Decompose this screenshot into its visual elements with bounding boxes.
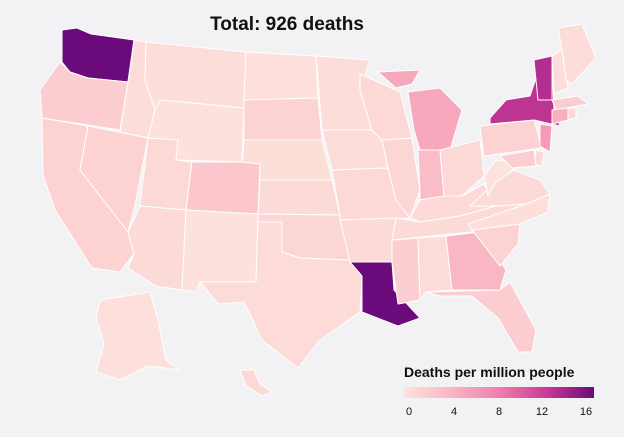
state-ar[interactable] bbox=[339, 217, 397, 263]
state-ct[interactable] bbox=[551, 107, 569, 125]
state-nd[interactable] bbox=[243, 51, 319, 101]
state-nm[interactable] bbox=[181, 209, 259, 293]
state-ri[interactable] bbox=[567, 107, 577, 121]
state-ks[interactable] bbox=[257, 179, 341, 216]
state-nv[interactable] bbox=[79, 125, 149, 233]
state-sd[interactable] bbox=[243, 97, 323, 141]
state-nh[interactable] bbox=[551, 49, 569, 95]
state-tx[interactable] bbox=[199, 221, 363, 369]
state-md[interactable] bbox=[499, 149, 537, 169]
state-ma[interactable] bbox=[551, 95, 589, 111]
state-me[interactable] bbox=[557, 23, 597, 85]
legend-tick: 8 bbox=[495, 406, 503, 418]
state-al[interactable] bbox=[417, 235, 453, 301]
state-ms[interactable] bbox=[391, 237, 421, 305]
state-wv[interactable] bbox=[483, 159, 515, 197]
legend-color-bar bbox=[404, 387, 594, 398]
state-hi[interactable] bbox=[239, 369, 273, 397]
legend-tick: 12 bbox=[535, 406, 549, 418]
state-oh[interactable] bbox=[439, 139, 485, 197]
legend-tick: 4 bbox=[450, 406, 458, 418]
state-fl[interactable] bbox=[425, 281, 537, 353]
state-co[interactable] bbox=[185, 161, 261, 215]
legend-tick: 0 bbox=[405, 406, 413, 418]
legend-title: Deaths per million people bbox=[404, 364, 575, 380]
state-az[interactable] bbox=[127, 205, 187, 291]
state-in[interactable] bbox=[417, 149, 445, 201]
state-nj[interactable] bbox=[539, 123, 553, 153]
map-title: Total: 926 deaths bbox=[210, 14, 364, 35]
state-ak[interactable] bbox=[95, 291, 181, 381]
legend-tick: 16 bbox=[579, 406, 593, 418]
